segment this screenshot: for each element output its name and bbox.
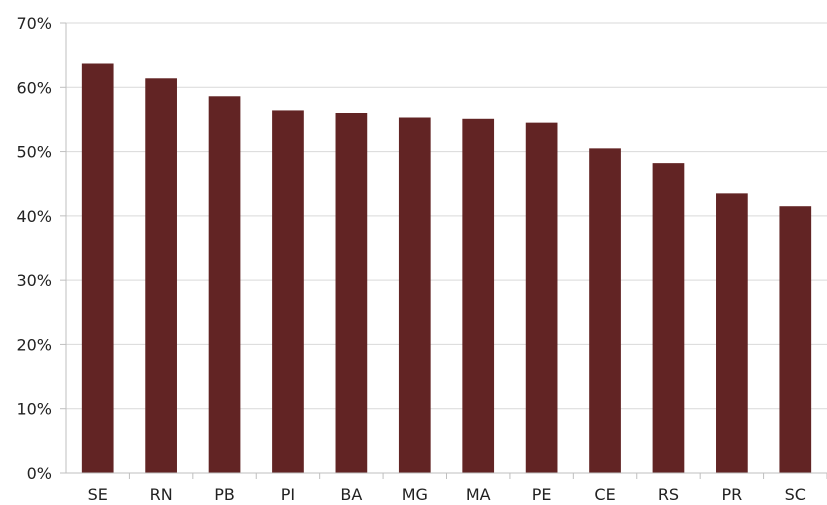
y-tick-label: 50% (16, 143, 52, 162)
y-tick-label: 20% (16, 335, 52, 354)
y-tick-labels: 0% 10% 20% 30% 40% 50% 60% 70% (16, 14, 52, 483)
x-tick-labels: SE RN PB PI BA MG MA PE CE RS PR SC (88, 485, 806, 504)
bar-rn (145, 78, 177, 474)
axes (60, 22, 827, 479)
bar-ma (462, 118, 495, 474)
bar-pe (525, 122, 558, 474)
gridlines (66, 22, 827, 410)
x-tick-label: PR (721, 485, 742, 504)
x-tick-label: MG (402, 485, 428, 504)
y-tick-label: 40% (16, 207, 52, 226)
x-tick-label: RS (658, 485, 679, 504)
bar-pr (716, 193, 748, 473)
y-tick-label: 30% (16, 271, 52, 290)
y-tick-label: 0% (27, 464, 52, 483)
bar-pi (272, 110, 304, 473)
bar-ce (589, 148, 621, 473)
bars (81, 63, 812, 474)
bar-rs (652, 163, 685, 473)
x-tick-label: SC (785, 485, 806, 504)
x-tick-label: PI (281, 485, 295, 504)
bar-pb (208, 96, 241, 474)
x-tick-label: RN (150, 485, 173, 504)
y-tick-label: 10% (16, 400, 52, 419)
y-tick-label: 70% (16, 14, 52, 33)
bar-mg (398, 117, 431, 473)
x-tick-label: CE (594, 485, 615, 504)
x-tick-label: SE (88, 485, 108, 504)
x-tick-label: MA (466, 485, 491, 504)
bar-se (81, 63, 114, 473)
bar-sc (779, 206, 812, 473)
bar-ba (335, 113, 368, 473)
y-tick-label: 60% (16, 78, 52, 97)
x-tick-label: PE (532, 485, 552, 504)
x-tick-label: BA (340, 485, 362, 504)
x-tick-label: PB (214, 485, 235, 504)
